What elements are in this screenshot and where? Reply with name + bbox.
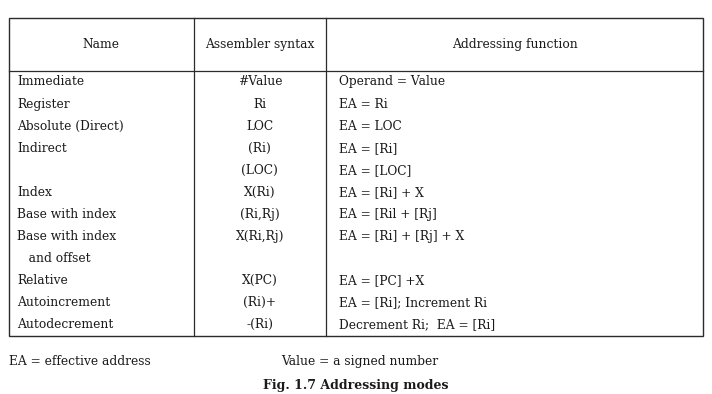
- Bar: [9, 18, 703, 336]
- Text: X(Ri): X(Ri): [244, 186, 276, 199]
- Text: EA = [Ri] + X: EA = [Ri] + X: [339, 186, 424, 199]
- Text: EA = Ri: EA = Ri: [339, 98, 387, 110]
- Text: EA = [LOC]: EA = [LOC]: [339, 164, 411, 177]
- Text: (Ri): (Ri): [248, 142, 271, 154]
- Text: Base with index: Base with index: [17, 208, 116, 221]
- Text: EA = effective address: EA = effective address: [9, 355, 150, 368]
- Text: EA = [Ri] + [Rj] + X: EA = [Ri] + [Rj] + X: [339, 230, 464, 243]
- Text: EA = [Ril + [Rj]: EA = [Ril + [Rj]: [339, 208, 436, 221]
- Text: X(Ri,Rj): X(Ri,Rj): [236, 230, 284, 243]
- Text: Absolute (Direct): Absolute (Direct): [17, 120, 124, 132]
- Text: Autodecrement: Autodecrement: [17, 318, 113, 331]
- Text: Relative: Relative: [17, 274, 68, 287]
- Text: EA = [PC] +X: EA = [PC] +X: [339, 274, 424, 287]
- Text: -(Ri): -(Ri): [246, 318, 273, 331]
- Text: (Ri,Rj): (Ri,Rj): [240, 208, 280, 221]
- Text: EA = [Ri]; Increment Ri: EA = [Ri]; Increment Ri: [339, 296, 487, 309]
- Text: (LOC): (LOC): [241, 164, 278, 177]
- Text: Decrement Ri;  EA = [Ri]: Decrement Ri; EA = [Ri]: [339, 318, 495, 331]
- Text: (Ri)+: (Ri)+: [244, 296, 276, 309]
- Text: X(PC): X(PC): [242, 274, 278, 287]
- Text: Ri: Ri: [253, 98, 266, 110]
- Text: LOC: LOC: [246, 120, 273, 132]
- Text: Addressing function: Addressing function: [452, 38, 577, 51]
- Text: #Value: #Value: [238, 76, 282, 88]
- Text: Indirect: Indirect: [17, 142, 67, 154]
- Text: EA = LOC: EA = LOC: [339, 120, 402, 132]
- Text: Operand = Value: Operand = Value: [339, 76, 445, 88]
- Text: Assembler syntax: Assembler syntax: [205, 38, 315, 51]
- Text: Name: Name: [83, 38, 120, 51]
- Text: EA = [Ri]: EA = [Ri]: [339, 142, 397, 154]
- Text: Value = a signed number: Value = a signed number: [281, 355, 439, 368]
- Text: Fig. 1.7 Addressing modes: Fig. 1.7 Addressing modes: [263, 379, 449, 392]
- Text: Immediate: Immediate: [17, 76, 84, 88]
- Text: Index: Index: [17, 186, 52, 199]
- Text: Register: Register: [17, 98, 70, 110]
- Text: Autoincrement: Autoincrement: [17, 296, 110, 309]
- Text: Base with index: Base with index: [17, 230, 116, 243]
- Text: and offset: and offset: [17, 252, 90, 265]
